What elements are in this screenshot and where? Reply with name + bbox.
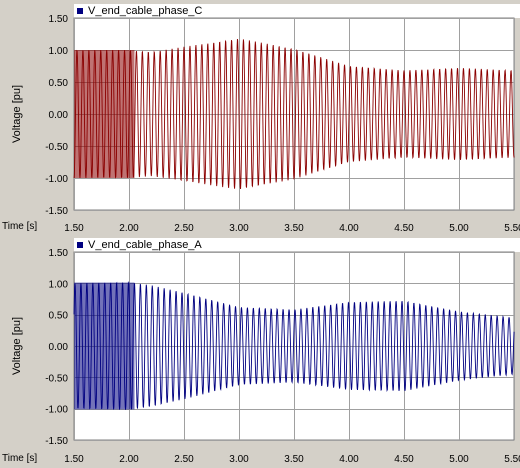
y-tick-label: 0.00 (49, 110, 69, 121)
legend: V_end_cable_phase_A (74, 238, 520, 252)
legend-label: V_end_cable_phase_C (88, 5, 203, 17)
x-tick-label: 2.00 (119, 454, 139, 465)
x-tick-label: 2.50 (174, 223, 194, 234)
series-line (73, 280, 515, 410)
y-axis-label: Voltage [pu] (11, 85, 23, 143)
y-tick-label: 1.00 (49, 46, 69, 57)
x-tick-label: 3.50 (284, 454, 304, 465)
dense-waveform-band (74, 282, 135, 410)
series-line (73, 38, 515, 189)
y-tick-label: 1.50 (49, 14, 69, 25)
x-tick-label: 5.50 (504, 223, 520, 234)
y-tick-label: 1.00 (49, 279, 69, 290)
x-tick-label: 1.50 (64, 223, 84, 234)
grid (74, 252, 515, 441)
time-axis-label: Time [s] (2, 221, 38, 232)
plot-panel-phase-a: V_end_cable_phase_A 1.50 1.00 0.50 0.00 -0.5… (0, 234, 520, 468)
x-tick-label: 2.00 (119, 223, 139, 234)
x-tick-label: 3.00 (229, 223, 249, 234)
x-tick-label: 3.50 (284, 223, 304, 234)
x-tick-label: 1.50 (64, 454, 84, 465)
y-tick-label: 0.00 (49, 342, 69, 353)
voltage-chart-phase-c: 1.50 1.00 0.50 0.00 -0.50 -1.00 -1.50 1.50 2.00 2… (11, 14, 520, 234)
legend-label: V_end_cable_phase_A (88, 239, 202, 251)
y-tick-label: -0.50 (45, 142, 68, 153)
x-tick-label: 3.00 (229, 454, 249, 465)
x-tick-label: 4.00 (339, 454, 359, 465)
legend-swatch-icon (77, 242, 83, 248)
y-axis-label: Voltage [pu] (11, 317, 23, 375)
x-tick-label: 4.50 (394, 454, 414, 465)
x-tick-label: 5.50 (504, 454, 520, 465)
legend: V_end_cable_phase_C (74, 4, 520, 18)
dense-waveform-band (74, 50, 135, 178)
voltage-chart-phase-a: 1.50 1.00 0.50 0.00 -0.50 -1.00 -1.50 1.50 2.00 2… (11, 248, 520, 465)
y-tick-label: -1.50 (45, 206, 68, 217)
x-tick-label: 5.00 (449, 454, 469, 465)
y-tick-label: -1.00 (45, 174, 68, 185)
x-tick-label: 4.50 (394, 223, 414, 234)
time-axis-label: Time [s] (2, 453, 38, 464)
y-tick-label: -1.00 (45, 405, 68, 416)
y-tick-label: -0.50 (45, 373, 68, 384)
y-tick-label: 1.50 (49, 248, 69, 259)
y-tick-label: -1.50 (45, 436, 68, 447)
x-tick-label: 2.50 (174, 454, 194, 465)
y-tick-label: 0.50 (49, 78, 69, 89)
x-tick-label: 4.00 (339, 223, 359, 234)
legend-swatch-icon (77, 8, 83, 14)
y-tick-label: 0.50 (49, 311, 69, 322)
x-tick-label: 5.00 (449, 223, 469, 234)
plot-panel-phase-c: V_end_cable_phase_C 1.50 1.00 0.50 0.00 -0.5… (2, 4, 520, 234)
